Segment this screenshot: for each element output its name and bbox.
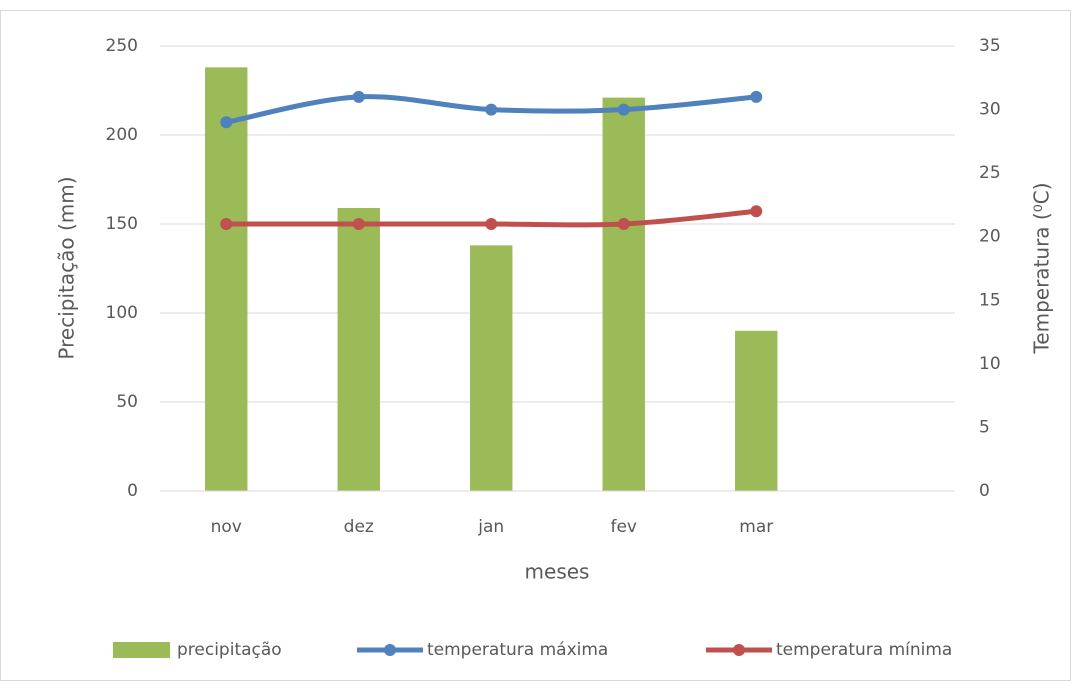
legend-swatch-marker bbox=[733, 644, 745, 656]
bar bbox=[470, 245, 513, 491]
y-axis-label: Precipitação (mm) bbox=[55, 176, 79, 359]
y2-tick-label: 20 bbox=[979, 227, 1001, 247]
line-marker bbox=[485, 218, 498, 230]
line-marker bbox=[750, 205, 763, 218]
line-marker bbox=[617, 218, 630, 230]
y-tick-label: 150 bbox=[106, 214, 138, 234]
line-marker bbox=[220, 116, 233, 129]
bar bbox=[735, 330, 778, 491]
y2-tick-label: 25 bbox=[979, 163, 1001, 183]
x-tick-label: nov bbox=[211, 517, 242, 537]
y-tick-label: 0 bbox=[127, 481, 138, 501]
y-tick-label: 100 bbox=[106, 303, 138, 323]
x-tick-label: dez bbox=[344, 517, 374, 537]
y2-tick-label: 30 bbox=[979, 100, 1001, 120]
line-marker bbox=[750, 90, 763, 103]
y2-tick-label: 10 bbox=[979, 354, 1001, 374]
line-marker bbox=[352, 90, 365, 103]
legend-swatch-marker bbox=[384, 644, 396, 656]
legend-label: temperatura mínima bbox=[776, 640, 952, 660]
y2-tick-label: 0 bbox=[979, 481, 990, 501]
chart-frame bbox=[0, 10, 1071, 681]
legend-swatch bbox=[113, 642, 170, 658]
y-tick-label: 50 bbox=[116, 392, 138, 412]
bar bbox=[602, 97, 645, 492]
bar bbox=[337, 207, 380, 492]
y2-tick-label: 5 bbox=[979, 417, 990, 437]
line-marker bbox=[220, 218, 233, 230]
legend-label: temperatura máxima bbox=[427, 640, 608, 660]
bar bbox=[205, 67, 248, 492]
x-tick-label: fev bbox=[610, 517, 637, 537]
x-tick-label: mar bbox=[739, 517, 773, 537]
x-axis-label: meses bbox=[525, 560, 590, 584]
line-marker bbox=[617, 103, 630, 116]
y-tick-label: 250 bbox=[106, 36, 138, 56]
y2-tick-label: 35 bbox=[979, 36, 1001, 56]
y2-tick-label: 15 bbox=[979, 290, 1001, 310]
y-tick-label: 200 bbox=[106, 125, 138, 145]
x-tick-label: jan bbox=[477, 517, 504, 537]
line-marker bbox=[485, 103, 498, 116]
y2-axis-label: Temperatura (⁰C) bbox=[1030, 182, 1054, 354]
legend-label: precipitação bbox=[177, 640, 282, 660]
line-marker bbox=[352, 218, 365, 230]
